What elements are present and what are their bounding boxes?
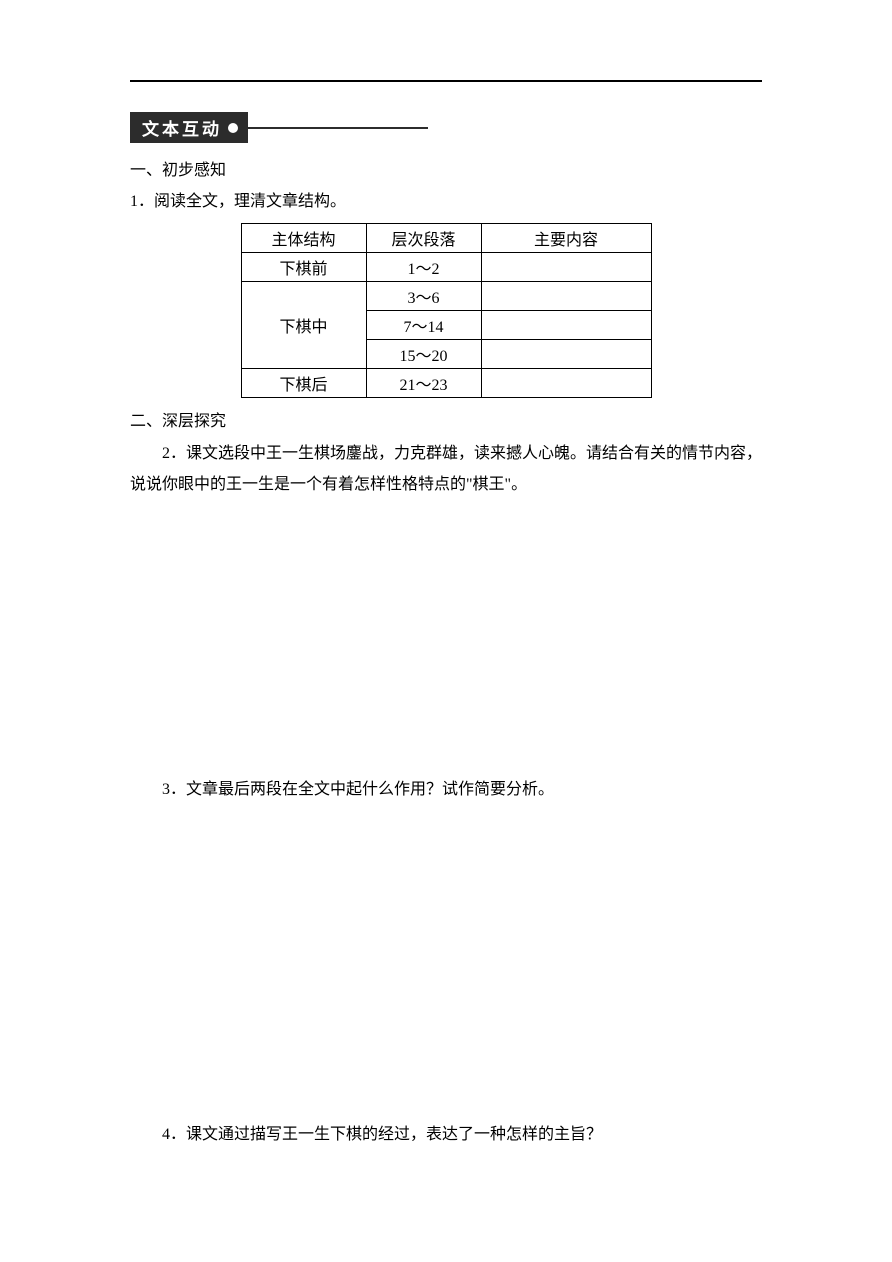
cell-content	[481, 369, 651, 398]
part2-heading: 二、深层探究	[130, 408, 762, 435]
question-3: 3．文章最后两段在全文中起什么作用？试作简要分析。	[130, 776, 762, 803]
table-row: 下棋前 1～2	[241, 253, 651, 282]
cell-range: 15～20	[366, 340, 481, 369]
section-badge: 文本互动	[130, 112, 248, 143]
section-header: 文本互动	[130, 112, 762, 143]
badge-dot-icon	[228, 123, 238, 133]
cell-content	[481, 340, 651, 369]
cell-content	[481, 253, 651, 282]
answer-space-q3	[130, 807, 762, 1117]
cell-range: 21～23	[366, 369, 481, 398]
table-header-range: 层次段落	[366, 224, 481, 253]
cell-structure: 下棋前	[241, 253, 366, 282]
answer-space-q2	[130, 502, 762, 772]
question-4: 4．课文通过描写王一生下棋的经过，表达了一种怎样的主旨？	[130, 1121, 762, 1148]
structure-table: 主体结构 层次段落 主要内容 下棋前 1～2 下棋中 3～6 7～14 15～2…	[241, 223, 652, 398]
part1-heading: 一、初步感知	[130, 157, 762, 184]
table-header-row: 主体结构 层次段落 主要内容	[241, 224, 651, 253]
cell-range: 3～6	[366, 282, 481, 311]
cell-structure: 下棋中	[241, 282, 366, 369]
table-row: 下棋中 3～6	[241, 282, 651, 311]
badge-text: 文本互动	[142, 115, 222, 140]
table-header-structure: 主体结构	[241, 224, 366, 253]
question-2-line2: 说说你眼中的王一生是一个有着怎样性格特点的"棋王"。	[130, 471, 762, 498]
table-row: 下棋后 21～23	[241, 369, 651, 398]
cell-content	[481, 311, 651, 340]
top-rule	[130, 80, 762, 82]
badge-rule-line	[248, 127, 428, 129]
question-1: 1．阅读全文，理清文章结构。	[130, 188, 762, 215]
table-header-content: 主要内容	[481, 224, 651, 253]
cell-range: 7～14	[366, 311, 481, 340]
question-2-line1: 2．课文选段中王一生棋场鏖战，力克群雄，读来撼人心魄。请结合有关的情节内容，	[130, 440, 762, 467]
cell-structure: 下棋后	[241, 369, 366, 398]
cell-content	[481, 282, 651, 311]
cell-range: 1～2	[366, 253, 481, 282]
